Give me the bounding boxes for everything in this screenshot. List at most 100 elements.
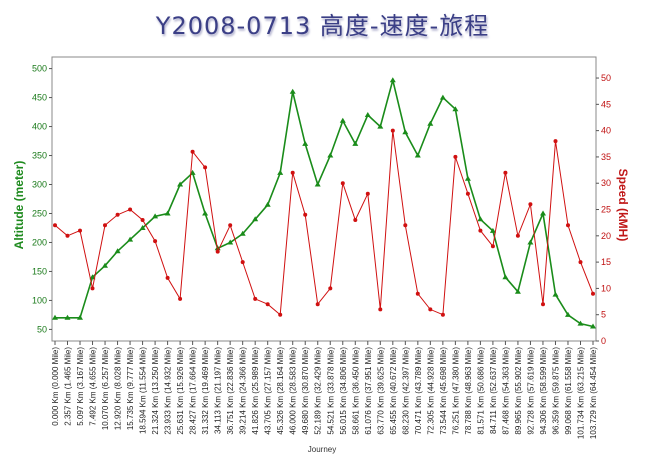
x-tick-label: 101.734 Km (63.215 Mile) xyxy=(576,347,585,439)
speed-point xyxy=(253,296,258,301)
y-right-tick-label: 20 xyxy=(601,231,611,241)
x-tick-label: 46.000 Km (28.583 Mile) xyxy=(289,347,298,435)
altitude-point xyxy=(402,129,409,135)
y-left-tick-label: 450 xyxy=(32,93,47,103)
altitude-point xyxy=(314,181,321,187)
x-tick-label: 7.492 Km (4.655 Mile) xyxy=(89,347,98,426)
x-tick-label: 34.113 Km (21.197 Mile) xyxy=(214,347,223,434)
speed-point xyxy=(215,249,220,254)
altitude-point xyxy=(464,175,471,181)
speed-point xyxy=(415,291,420,296)
altitude-point xyxy=(377,123,384,129)
altitude-point xyxy=(177,181,184,187)
altitude-point xyxy=(164,210,171,216)
x-tick-label: 36.751 Km (22.836 Mile) xyxy=(226,347,235,435)
y-axis-left-title: Altitude (meter) xyxy=(12,161,26,250)
x-tick-label: 21.324 Km (13.250 Mile) xyxy=(151,347,160,435)
x-tick-label: 54.521 Km (33.878 Mile) xyxy=(326,347,335,435)
speed-point xyxy=(115,212,120,217)
y-left-tick-label: 200 xyxy=(32,237,47,247)
speed-point xyxy=(365,191,370,196)
altitude-point xyxy=(77,314,83,320)
x-tick-label: 89.965 Km (55.902 Mile) xyxy=(514,347,523,435)
speed-point xyxy=(178,296,183,301)
speed-point xyxy=(265,302,270,307)
altitude-point xyxy=(389,77,396,83)
x-tick-label: 15.735 Km (9.777 Mile) xyxy=(126,347,135,430)
speed-point xyxy=(240,260,245,265)
speed-point xyxy=(578,260,583,265)
x-tick-label: 76.251 Km (47.380 Mile) xyxy=(451,347,460,435)
altitude-point xyxy=(452,106,459,112)
speed-point xyxy=(165,275,170,280)
speed-point xyxy=(128,207,133,212)
y-left-tick-label: 100 xyxy=(32,295,47,305)
speed-point xyxy=(140,218,145,222)
altitude-point xyxy=(339,117,346,123)
x-tick-label: 5.097 Km (3.167 Mile) xyxy=(76,347,85,426)
altitude-point xyxy=(264,201,271,207)
speed-point xyxy=(553,139,558,144)
speed-point xyxy=(190,149,195,154)
y-right-tick-label: 40 xyxy=(601,126,611,136)
x-tick-label: 61.076 Km (37.951 Mile) xyxy=(364,347,373,435)
altitude-point xyxy=(552,291,559,297)
speed-point xyxy=(378,307,383,312)
altitude-point xyxy=(427,120,434,126)
x-tick-label: 39.214 Km (24.366 Mile) xyxy=(239,347,248,435)
altitude-point xyxy=(364,112,371,117)
altitude-point xyxy=(139,225,146,230)
x-tick-label: 23.933 Km (14.932 Mile) xyxy=(164,347,173,435)
speed-point xyxy=(53,223,57,228)
altitude-point xyxy=(590,323,596,329)
y-right-tick-label: 10 xyxy=(601,283,611,293)
x-tick-label: 52.189 Km (32.429 Mile) xyxy=(314,347,323,435)
speed-point xyxy=(453,154,458,159)
altitude-point xyxy=(114,248,121,254)
speed-point xyxy=(328,286,333,291)
x-tick-label: 45.326 Km (28.164 Mile) xyxy=(276,347,285,435)
x-tick-label: 28.427 Km (17.664 Mile) xyxy=(189,347,198,435)
speed-point xyxy=(303,212,308,217)
altitude-point xyxy=(252,216,259,222)
speed-point xyxy=(591,291,595,296)
altitude-point xyxy=(89,274,96,280)
altitude-point xyxy=(239,230,246,236)
x-tick-label: 78.788 Km (48.963 Mile) xyxy=(464,347,473,435)
x-tick-label: 12.920 Km (8.028 Mile) xyxy=(114,347,123,430)
altitude-point xyxy=(227,239,234,245)
altitude-point xyxy=(52,314,58,320)
y-left-tick-label: 300 xyxy=(32,180,47,190)
altitude-point xyxy=(302,140,309,146)
speed-point xyxy=(228,223,233,228)
speed-point xyxy=(503,170,508,175)
speed-point xyxy=(315,302,320,307)
x-tick-label: 2.357 Km (1.465 Mile) xyxy=(64,347,73,426)
x-tick-label: 99.068 Km (61.558 Mile) xyxy=(564,347,573,435)
speed-point xyxy=(353,218,358,222)
x-tick-label: 25.631 Km (15.926 Mile) xyxy=(176,347,185,435)
x-tick-label: 0.000 Km (0.000 Mile) xyxy=(51,347,60,426)
y-right-tick-label: 35 xyxy=(601,152,611,162)
speed-point xyxy=(566,223,570,228)
speed-point xyxy=(90,286,95,291)
plot-area xyxy=(51,56,597,342)
x-tick-label: 94.306 Km (58.599 Mile) xyxy=(539,347,548,435)
speed-point xyxy=(465,191,470,196)
speed-point xyxy=(103,223,107,228)
speed-point xyxy=(515,233,520,238)
altitude-point xyxy=(277,169,284,175)
x-tick-label: 87.468 Km (54.363 Mile) xyxy=(501,347,510,435)
speed-point xyxy=(541,302,545,307)
speed-point xyxy=(340,181,345,186)
speed-point xyxy=(428,307,433,312)
altitude-point xyxy=(352,140,359,146)
y-left-tick-label: 250 xyxy=(32,208,47,218)
x-tick-label: 41.826 Km (25.989 Mile) xyxy=(251,347,260,435)
speed-point xyxy=(153,239,158,244)
x-tick-label: 65.455 Km (40.672 Mile) xyxy=(389,347,398,435)
x-tick-label: 56.015 Km (34.806 Mile) xyxy=(339,347,348,435)
y-right-tick-label: 45 xyxy=(601,99,611,109)
x-tick-label: 73.544 Km (45.698 Mile) xyxy=(439,347,448,435)
